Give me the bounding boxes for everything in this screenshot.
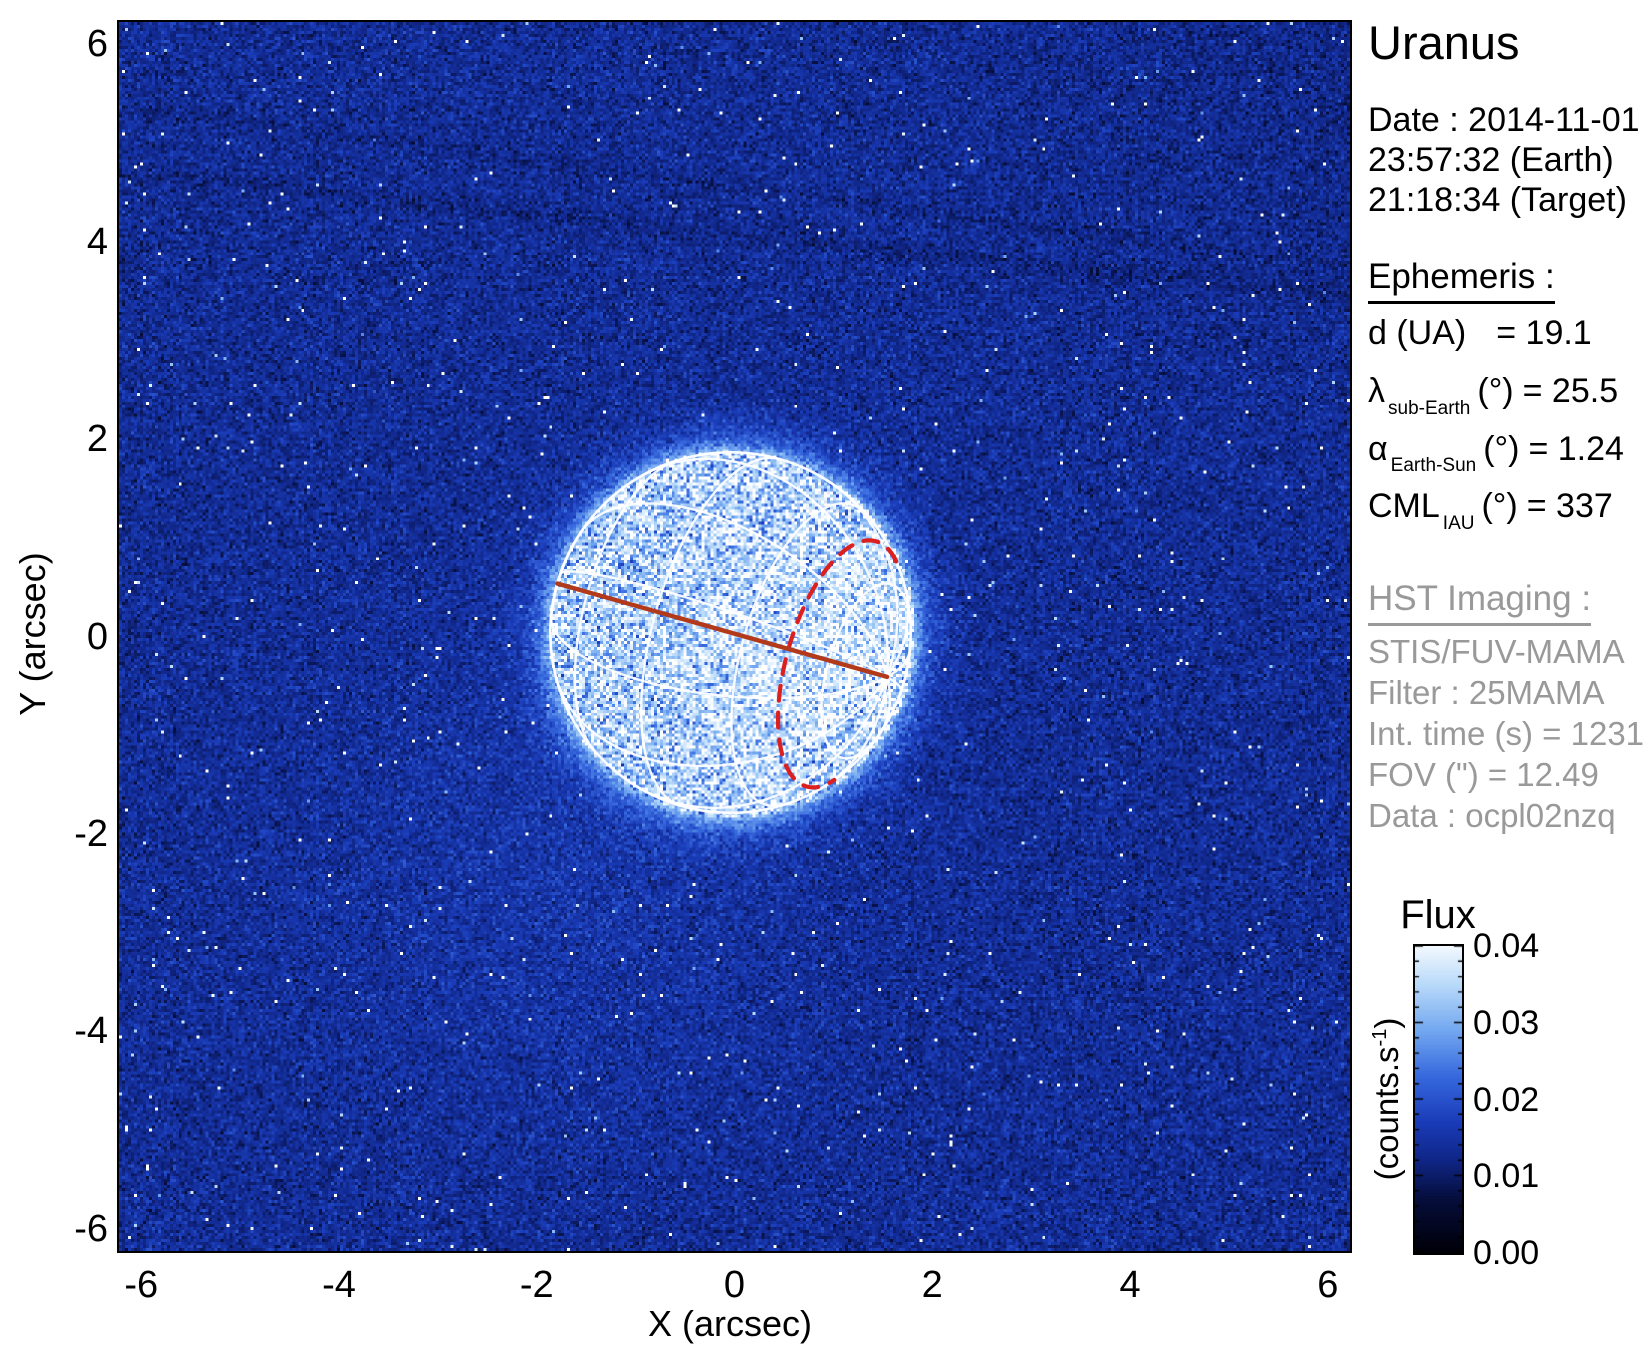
ephemeris-row-cml: CML IAU (°) = 337	[1368, 484, 1648, 542]
x-axis-title: X (arcsec)	[647, 1303, 813, 1344]
longitude-grid-line	[818, 675, 889, 791]
ephemeris-symbol: CML	[1368, 487, 1440, 526]
ephemeris-value: = 25.5	[1522, 371, 1619, 410]
x-tick-label: 2	[921, 1264, 943, 1306]
ephemeris-unit: (°)	[1483, 429, 1520, 468]
hst-imaging-heading: HST Imaging :	[1368, 578, 1592, 627]
longitude-grid-line	[643, 457, 890, 679]
ephemeris-value: = 19.1	[1496, 314, 1592, 353]
x-tick-label: 4	[1119, 1264, 1141, 1306]
latitude-grid-line	[640, 456, 779, 807]
ephemeris-subscript: IAU	[1442, 513, 1475, 535]
y-tick-label: -6	[74, 1207, 108, 1250]
ephemeris-unit: (°)	[1477, 371, 1514, 410]
ephemeris-heading: Ephemeris :	[1368, 256, 1555, 305]
ephemeris-rows: d (UA) = 19.1 λ sub-Earth (°) = 25.5 α Earth-…	[1368, 311, 1648, 542]
x-tick-label: -4	[322, 1264, 356, 1306]
hst-imaging-lines: STIS/FUV-MAMA Filter : 25MAMA Int. time …	[1368, 631, 1648, 836]
planet-grid-overlay	[549, 451, 913, 815]
date-line-3: 21:18:34 (Target)	[1368, 181, 1627, 220]
ephemeris-subscript: sub-Earth	[1388, 397, 1471, 419]
colorbar-title: Flux	[1400, 893, 1476, 937]
ephemeris-row-phase-angle: α Earth-Sun (°) = 1.24	[1368, 427, 1648, 485]
hst-imaging-block: HST Imaging : STIS/FUV-MAMA Filter : 25M…	[1368, 542, 1648, 836]
hst-filter: Filter : 25MAMA	[1368, 674, 1605, 712]
longitude-grid-line	[885, 648, 912, 679]
colorbar-unit-exponent: -1	[1369, 1028, 1391, 1047]
colorbar-tick-label: 0.00	[1473, 1234, 1540, 1272]
y-tick-label: -4	[74, 1010, 108, 1053]
ephemeris-row-distance: d (UA) = 19.1	[1368, 311, 1648, 369]
longitude-grid-line	[885, 675, 903, 692]
colorbar-unit-suffix: )	[1368, 1017, 1405, 1029]
longitude-grid-line	[580, 502, 889, 679]
colorbar-tick-label: 0.03	[1473, 1003, 1540, 1042]
ephemeris-unit: (°)	[1481, 487, 1518, 526]
ephemeris-value: = 1.24	[1528, 429, 1624, 468]
plot-area	[117, 20, 1352, 1253]
ephemeris-value: = 337	[1526, 487, 1613, 526]
longitude-grid-line	[636, 675, 889, 809]
longitude-grid-line	[879, 675, 892, 733]
hst-int-time: Int. time (s) = 1231	[1368, 715, 1645, 753]
y-tick-label: 6	[86, 23, 108, 66]
longitude-grid-line	[549, 615, 889, 700]
colorbar	[1413, 944, 1464, 1255]
colorbar-gradient	[1415, 946, 1462, 1253]
colorbar-tick-label: 0.04	[1473, 927, 1540, 965]
date-line-2: 23:57:32 (Earth)	[1368, 141, 1614, 180]
y-tick-label: -2	[74, 812, 108, 855]
ephemeris-symbol: λ	[1368, 371, 1385, 410]
x-tick-label: 6	[1317, 1264, 1339, 1306]
date-line-1: Date : 2014-11-01	[1368, 101, 1640, 140]
ephemeris-symbol: α	[1368, 429, 1388, 468]
hst-fov: FOV (") = 12.49	[1368, 756, 1599, 794]
hst-instrument: STIS/FUV-MAMA	[1368, 633, 1625, 671]
colorbar-unit-prefix: (counts.s	[1368, 1046, 1405, 1181]
y-tick-label: 0	[86, 615, 108, 658]
x-tick-label: 0	[723, 1264, 746, 1306]
ephemeris-symbol: d (UA)	[1368, 314, 1467, 353]
longitude-grid-line	[559, 570, 889, 679]
info-panel: Uranus Date : 2014-11-01 23:57:32 (Earth…	[1368, 16, 1648, 836]
colorbar-tick-label: 0.02	[1473, 1080, 1540, 1119]
y-tick-label: 2	[86, 418, 108, 461]
ephemeris-row-subearth-lat: λ sub-Earth (°) = 25.5	[1368, 369, 1648, 427]
longitude-grid-line	[825, 479, 899, 679]
x-tick-label: -2	[519, 1264, 554, 1306]
central-meridian-line	[555, 581, 890, 680]
longitude-grid-line	[554, 675, 889, 768]
ephemeris-subscript: Earth-Sun	[1390, 455, 1477, 477]
hst-data-id: Data : ocpl02nzq	[1368, 797, 1616, 835]
x-tick-label: -6	[124, 1264, 159, 1306]
colorbar-unit-label: (counts.s-1)	[1368, 899, 1406, 1299]
colorbar-tick-label: 0.01	[1473, 1157, 1540, 1196]
uranus-fuv-image	[119, 22, 1350, 1251]
page-title: Uranus	[1368, 16, 1520, 69]
y-tick-label: 4	[86, 220, 108, 263]
